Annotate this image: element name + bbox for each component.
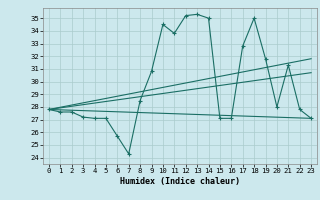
- X-axis label: Humidex (Indice chaleur): Humidex (Indice chaleur): [120, 177, 240, 186]
